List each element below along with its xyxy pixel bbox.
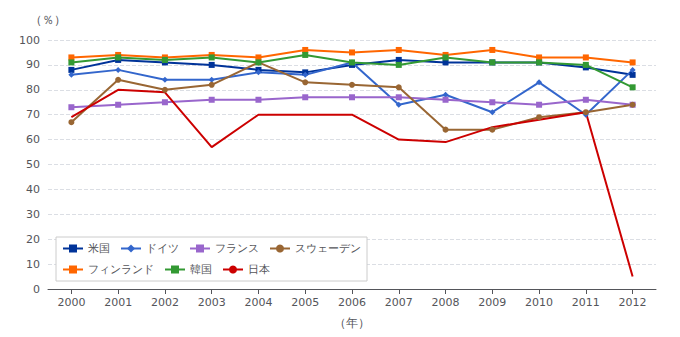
svg-text:フランス: フランス bbox=[215, 242, 259, 255]
svg-text:20: 20 bbox=[26, 233, 40, 246]
svg-text:70: 70 bbox=[26, 108, 40, 121]
svg-text:米国: 米国 bbox=[88, 242, 110, 255]
svg-text:2006: 2006 bbox=[338, 296, 366, 309]
svg-text:ドイツ: ドイツ bbox=[146, 242, 179, 255]
svg-text:2011: 2011 bbox=[572, 296, 600, 309]
svg-text:（年）: （年） bbox=[334, 316, 370, 330]
svg-text:2008: 2008 bbox=[432, 296, 460, 309]
svg-text:（％）: （％） bbox=[30, 13, 66, 27]
svg-text:0: 0 bbox=[33, 283, 40, 296]
svg-text:60: 60 bbox=[26, 133, 40, 146]
svg-text:韓国: 韓国 bbox=[190, 263, 212, 276]
svg-text:2009: 2009 bbox=[478, 296, 506, 309]
svg-text:2001: 2001 bbox=[104, 296, 132, 309]
svg-text:100: 100 bbox=[19, 34, 40, 47]
svg-text:10: 10 bbox=[26, 258, 40, 271]
svg-text:2002: 2002 bbox=[151, 296, 179, 309]
svg-text:フィンランド: フィンランド bbox=[88, 263, 154, 276]
svg-text:2010: 2010 bbox=[525, 296, 553, 309]
svg-text:90: 90 bbox=[26, 58, 40, 71]
svg-text:40: 40 bbox=[26, 183, 40, 196]
svg-text:50: 50 bbox=[26, 158, 40, 171]
svg-text:スウェーデン: スウェーデン bbox=[295, 242, 361, 255]
svg-text:30: 30 bbox=[26, 208, 40, 221]
svg-text:2012: 2012 bbox=[619, 296, 647, 309]
svg-text:2003: 2003 bbox=[198, 296, 226, 309]
svg-text:2000: 2000 bbox=[57, 296, 85, 309]
svg-text:日本: 日本 bbox=[248, 263, 270, 276]
svg-text:2007: 2007 bbox=[385, 296, 413, 309]
svg-text:2005: 2005 bbox=[291, 296, 319, 309]
svg-text:2004: 2004 bbox=[244, 296, 272, 309]
svg-text:80: 80 bbox=[26, 83, 40, 96]
